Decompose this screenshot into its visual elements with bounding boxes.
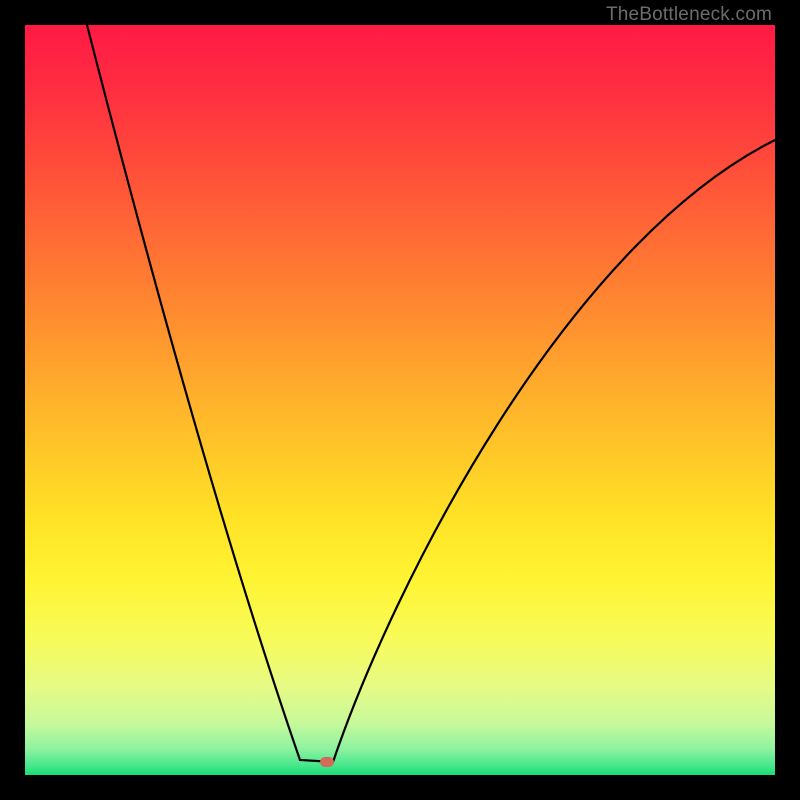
plot-area [25, 25, 775, 775]
watermark-text: TheBottleneck.com [606, 4, 772, 26]
minimum-marker [320, 757, 334, 767]
chart-frame: TheBottleneck.com [0, 0, 800, 800]
bottleneck-curve [25, 25, 775, 775]
